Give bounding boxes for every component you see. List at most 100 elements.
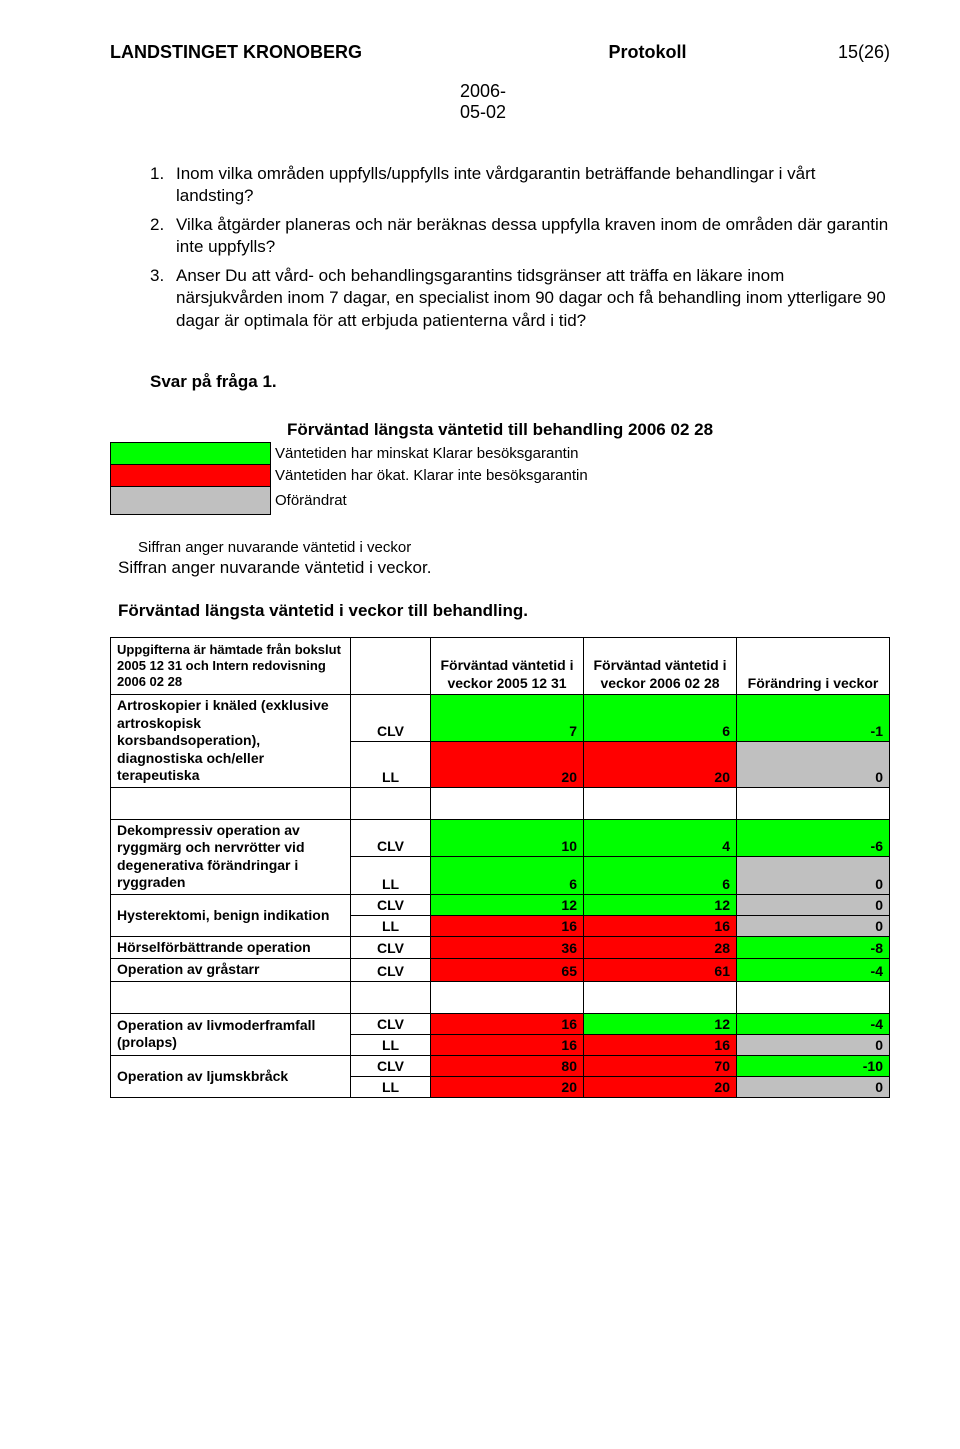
legend-title: Förväntad längsta väntetid till behandli… xyxy=(110,420,890,440)
legend-label: Oförändrat xyxy=(271,487,890,515)
table-header-cell: Förändring i veckor xyxy=(737,637,890,695)
row-site: CLV xyxy=(351,1013,431,1034)
row-value: 28 xyxy=(584,936,737,959)
row-value: 12 xyxy=(584,1013,737,1034)
row-value: 6 xyxy=(584,695,737,741)
row-value: 16 xyxy=(431,1034,584,1055)
row-value: -4 xyxy=(737,959,890,982)
row-value: 12 xyxy=(431,894,584,915)
table-row: Operation av livmoderframfall (prolaps)C… xyxy=(111,1013,890,1034)
row-site: LL xyxy=(351,1034,431,1055)
spacer-cell xyxy=(111,981,351,1013)
row-site: LL xyxy=(351,741,431,787)
row-site: LL xyxy=(351,857,431,895)
legend-label: Väntetiden har ökat. Klarar inte besöksg… xyxy=(271,465,890,487)
row-value: 20 xyxy=(431,1076,584,1097)
caption-2: Siffran anger nuvarande väntetid i vecko… xyxy=(118,558,890,578)
row-site: LL xyxy=(351,1076,431,1097)
header-doctype: Protokoll xyxy=(608,42,686,63)
question-text: Inom vilka områden uppfylls/uppfylls int… xyxy=(176,163,890,208)
row-value: 0 xyxy=(737,894,890,915)
row-value: 20 xyxy=(584,1076,737,1097)
row-site: CLV xyxy=(351,819,431,857)
subheader: 2006-05-02 LF 2/2006 xyxy=(110,81,890,123)
row-description: Operation av livmoderframfall (prolaps) xyxy=(111,1013,351,1055)
row-site: LL xyxy=(351,915,431,936)
row-value: 36 xyxy=(431,936,584,959)
header-date: 2006-05-02 xyxy=(460,81,506,123)
question-text: Anser Du att vård- och behandlingsgarant… xyxy=(176,265,890,332)
row-value: 0 xyxy=(737,1034,890,1055)
table-header-cell: Förväntad väntetid i veckor 2005 12 31 xyxy=(431,637,584,695)
row-value: 16 xyxy=(431,1013,584,1034)
spacer-cell xyxy=(737,981,890,1013)
row-value: -8 xyxy=(737,936,890,959)
spacer-cell xyxy=(351,981,431,1013)
row-value: 0 xyxy=(737,741,890,787)
legend-row: Oförändrat xyxy=(111,487,890,515)
question-number: 1. xyxy=(150,163,176,208)
legend-table: Väntetiden har minskat Klarar besöksgara… xyxy=(110,442,890,515)
question-number: 2. xyxy=(150,214,176,259)
row-site: CLV xyxy=(351,959,431,982)
legend-row: Väntetiden har minskat Klarar besöksgara… xyxy=(111,443,890,465)
table-row: Hörselförbättrande operationCLV3628-8 xyxy=(111,936,890,959)
row-description: Hysterektomi, benign indikation xyxy=(111,894,351,936)
page: LANDSTINGET KRONOBERG Protokoll 15(26) 2… xyxy=(0,0,960,1138)
row-value: 16 xyxy=(584,1034,737,1055)
table-row: Operation av gråstarrCLV6561-4 xyxy=(111,959,890,982)
spacer-row xyxy=(111,787,890,819)
row-value: 4 xyxy=(584,819,737,857)
row-value: 0 xyxy=(737,1076,890,1097)
row-value: 16 xyxy=(431,915,584,936)
row-value: 10 xyxy=(431,819,584,857)
row-value: 16 xyxy=(584,915,737,936)
row-value: -6 xyxy=(737,819,890,857)
legend-swatch xyxy=(111,443,271,465)
row-description: Operation av gråstarr xyxy=(111,959,351,982)
spacer-cell xyxy=(584,981,737,1013)
legend-swatch xyxy=(111,487,271,515)
row-value: 6 xyxy=(584,857,737,895)
question-number: 3. xyxy=(150,265,176,332)
row-description: Artroskopier i knäled (exklusive artrosk… xyxy=(111,695,351,788)
row-value: 20 xyxy=(431,741,584,787)
row-description: Hörselförbättrande operation xyxy=(111,936,351,959)
spacer-cell xyxy=(351,787,431,819)
legend-label: Väntetiden har minskat Klarar besöksgara… xyxy=(271,443,890,465)
table-header-row: Uppgifterna är hämtade från bokslut 2005… xyxy=(111,637,890,695)
row-value: 0 xyxy=(737,915,890,936)
row-site: CLV xyxy=(351,695,431,741)
row-value: 61 xyxy=(584,959,737,982)
spacer-cell xyxy=(431,981,584,1013)
spacer-row xyxy=(111,981,890,1013)
row-value: 6 xyxy=(431,857,584,895)
row-site: CLV xyxy=(351,1055,431,1076)
row-value: 20 xyxy=(584,741,737,787)
row-description: Operation av ljumskbråck xyxy=(111,1055,351,1097)
spacer-cell xyxy=(431,787,584,819)
behandling-title: Förväntad längsta väntetid i veckor till… xyxy=(118,600,890,622)
question-item: 3.Anser Du att vård- och behandlingsgara… xyxy=(150,265,890,332)
legend-swatch xyxy=(111,465,271,487)
header-page: 15(26) xyxy=(838,42,890,63)
question-item: 2.Vilka åtgärder planeras och när beräkn… xyxy=(150,214,890,259)
table-header-cell: Uppgifterna är hämtade från bokslut 2005… xyxy=(111,637,351,695)
table-row: Operation av ljumskbråckCLV8070-10 xyxy=(111,1055,890,1076)
legend: Förväntad längsta väntetid till behandli… xyxy=(110,420,890,515)
row-site: CLV xyxy=(351,894,431,915)
header-org: LANDSTINGET KRONOBERG xyxy=(110,42,362,63)
row-value: 7 xyxy=(431,695,584,741)
row-description: Dekompressiv operation av ryggmärg och n… xyxy=(111,819,351,894)
table-header-cell: Förväntad väntetid i veckor 2006 02 28 xyxy=(584,637,737,695)
svar-heading: Svar på fråga 1. xyxy=(150,372,890,392)
table-row: Artroskopier i knäled (exklusive artrosk… xyxy=(111,695,890,741)
table-row: Hysterektomi, benign indikationCLV12120 xyxy=(111,894,890,915)
spacer-cell xyxy=(584,787,737,819)
spacer-cell xyxy=(737,787,890,819)
caption-1: Siffran anger nuvarande väntetid i vecko… xyxy=(138,539,890,556)
header: LANDSTINGET KRONOBERG Protokoll 15(26) xyxy=(110,42,890,63)
row-value: 65 xyxy=(431,959,584,982)
spacer-cell xyxy=(111,787,351,819)
questions: 1.Inom vilka områden uppfylls/uppfylls i… xyxy=(150,163,890,332)
